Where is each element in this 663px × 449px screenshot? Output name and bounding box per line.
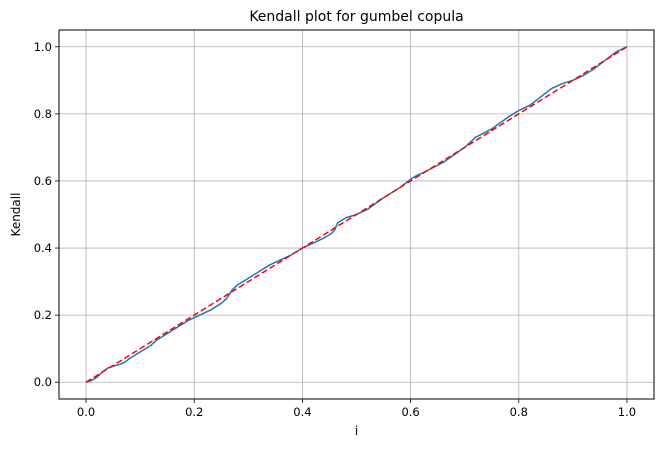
grid-layer: [59, 30, 654, 399]
y-tick-label: 0.4: [34, 241, 52, 255]
y-tick-label: 0.6: [34, 174, 52, 188]
x-tick-label: 0.8: [510, 405, 528, 419]
chart-title: Kendall plot for gumbel copula: [249, 9, 463, 25]
series-layer: [85, 46, 628, 383]
y-axis-label: Kendall: [9, 193, 23, 237]
y-tick-label: 0.0: [34, 375, 52, 389]
x-tick-label: 0.2: [185, 405, 203, 419]
x-tick-label: 0.4: [293, 405, 311, 419]
y-tick-label: 0.2: [34, 308, 52, 322]
plot-frame: [58, 29, 655, 400]
kendall-curve-line: [85, 46, 628, 383]
x-tick-label: 0.6: [401, 405, 419, 419]
x-tick-label: 1.0: [618, 405, 636, 419]
reference-dashed-line: [85, 46, 628, 383]
x-axis-label: i: [355, 424, 358, 438]
y-tick-label: 1.0: [34, 40, 52, 54]
x-tick-label: 0.0: [77, 405, 95, 419]
tick-layer: 0.0 0.2 0.4 0.6 0.8 1.0 0.0 0.2 0.4 0.6 0.8 1.0: [34, 40, 636, 419]
y-tick-label: 0.8: [34, 107, 52, 121]
